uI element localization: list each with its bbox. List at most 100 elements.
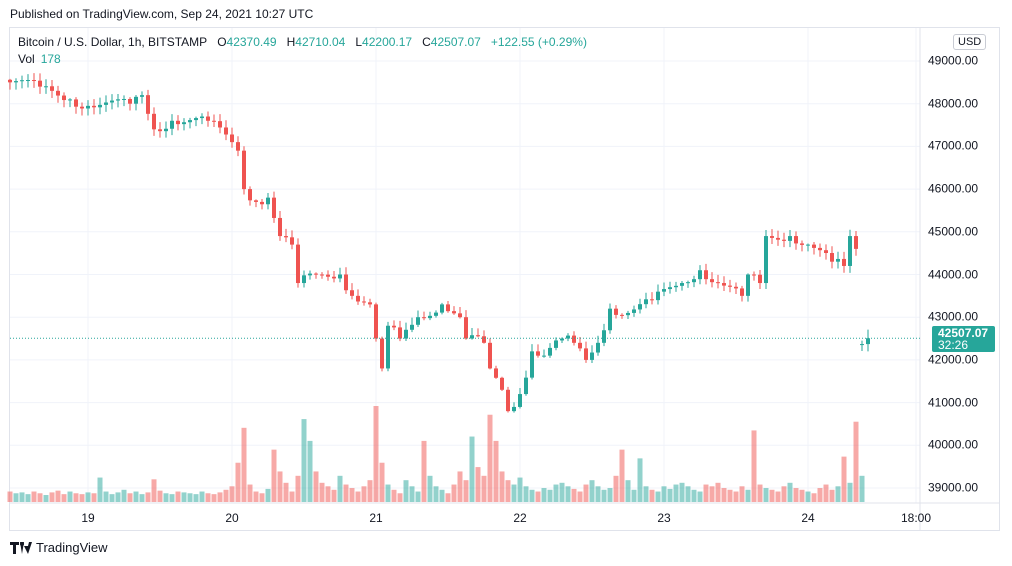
candle-body bbox=[494, 368, 498, 378]
candle-body bbox=[236, 142, 240, 151]
candle-body bbox=[536, 351, 540, 356]
volume-bar bbox=[499, 471, 505, 502]
candle-body bbox=[638, 304, 642, 310]
volume-bar bbox=[85, 492, 91, 502]
candle-body bbox=[584, 348, 588, 360]
candle-body bbox=[320, 274, 324, 276]
candle-body bbox=[410, 324, 414, 330]
candle-body bbox=[626, 312, 630, 316]
candle-body bbox=[470, 335, 474, 339]
symbol-title[interactable]: Bitcoin / U.S. Dollar, 1h, BITSTAMP bbox=[18, 35, 208, 49]
volume-bar bbox=[697, 491, 703, 502]
candle-body bbox=[152, 113, 156, 130]
candle-body bbox=[674, 285, 678, 288]
candle-body bbox=[668, 287, 672, 290]
chart-frame[interactable] bbox=[9, 27, 1000, 531]
volume-bar bbox=[145, 492, 151, 502]
volume-bar bbox=[811, 493, 817, 502]
volume-bar bbox=[463, 480, 469, 502]
candle-body bbox=[452, 311, 456, 314]
volume-bar bbox=[19, 492, 25, 502]
candle-body bbox=[812, 244, 816, 248]
candle-body bbox=[212, 120, 216, 122]
volume-bar bbox=[337, 475, 343, 502]
volume-bar bbox=[667, 488, 673, 502]
candle-body bbox=[854, 236, 858, 249]
volume-bar bbox=[517, 477, 523, 502]
candle-body bbox=[302, 275, 306, 284]
candle-body bbox=[806, 244, 810, 246]
candle-body bbox=[386, 325, 390, 369]
volume-bar bbox=[583, 484, 589, 502]
tradingview-logo[interactable]: TradingView bbox=[10, 540, 108, 555]
candle-body bbox=[704, 270, 708, 280]
candle-body bbox=[794, 236, 798, 244]
volume-bar bbox=[343, 484, 349, 502]
volume-bar bbox=[823, 484, 829, 502]
volume-bar bbox=[535, 491, 541, 502]
candle-body bbox=[176, 120, 180, 125]
candle-body bbox=[578, 342, 582, 349]
volume-bar bbox=[211, 494, 217, 502]
volume-bar bbox=[769, 489, 775, 502]
candle-body bbox=[836, 258, 840, 262]
x-tick-label: 19 bbox=[81, 511, 95, 525]
candle-body bbox=[524, 377, 528, 395]
candle-body bbox=[572, 335, 576, 343]
volume-bar bbox=[127, 493, 133, 502]
y-tick-label: 48000.00 bbox=[928, 96, 979, 111]
y-tick-label: 49000.00 bbox=[928, 53, 979, 68]
volume-bar bbox=[43, 495, 49, 502]
volume-bar bbox=[163, 493, 169, 502]
candle-body bbox=[458, 313, 462, 318]
volume-bar bbox=[799, 489, 805, 502]
volume-bar bbox=[217, 492, 223, 502]
candle-body bbox=[422, 317, 426, 319]
y-tick-label: 42000.00 bbox=[928, 352, 979, 367]
volume-bar bbox=[619, 449, 625, 502]
candle-body bbox=[692, 279, 696, 283]
y-tick-label: 46000.00 bbox=[928, 181, 979, 196]
volume-bar bbox=[277, 471, 283, 502]
volume-bar bbox=[193, 494, 199, 502]
candle-body bbox=[716, 282, 720, 284]
volume-bar bbox=[859, 475, 865, 502]
volume-bar bbox=[739, 486, 745, 502]
x-tick-label: 18:00 bbox=[900, 511, 932, 525]
volume-bar bbox=[703, 484, 709, 502]
volume-bar bbox=[115, 492, 121, 502]
volume-bar bbox=[553, 484, 559, 502]
candle-body bbox=[758, 274, 762, 284]
candle-body bbox=[740, 288, 744, 296]
volume-bar bbox=[103, 491, 109, 502]
candle-body bbox=[686, 282, 690, 284]
volume-bar bbox=[751, 430, 757, 502]
volume-bar bbox=[151, 479, 157, 502]
candle-body bbox=[500, 377, 504, 390]
volume-bar bbox=[25, 494, 31, 502]
published-caption: Published on TradingView.com, Sep 24, 20… bbox=[10, 7, 314, 21]
candle-body bbox=[38, 80, 42, 87]
volume-bar bbox=[589, 480, 595, 502]
volume-bar bbox=[709, 486, 715, 502]
candle-body bbox=[518, 394, 522, 407]
candle-body bbox=[68, 99, 72, 101]
candle-body bbox=[62, 95, 66, 101]
volume-bar bbox=[109, 494, 115, 502]
candle-body bbox=[542, 355, 546, 357]
volume-bar bbox=[835, 486, 841, 502]
volume-bar bbox=[319, 482, 325, 502]
candle-body bbox=[560, 338, 564, 341]
volume-bar bbox=[439, 489, 445, 502]
candle-body bbox=[800, 243, 804, 245]
volume-bar bbox=[205, 493, 211, 502]
volume-bar bbox=[55, 490, 61, 502]
candle-body bbox=[392, 325, 396, 328]
volume-bar bbox=[157, 490, 163, 502]
volume-bar bbox=[805, 491, 811, 502]
candle-body bbox=[242, 150, 246, 190]
volume-bar bbox=[607, 488, 613, 502]
candle-body bbox=[308, 273, 312, 276]
currency-button[interactable]: USD bbox=[953, 34, 987, 50]
